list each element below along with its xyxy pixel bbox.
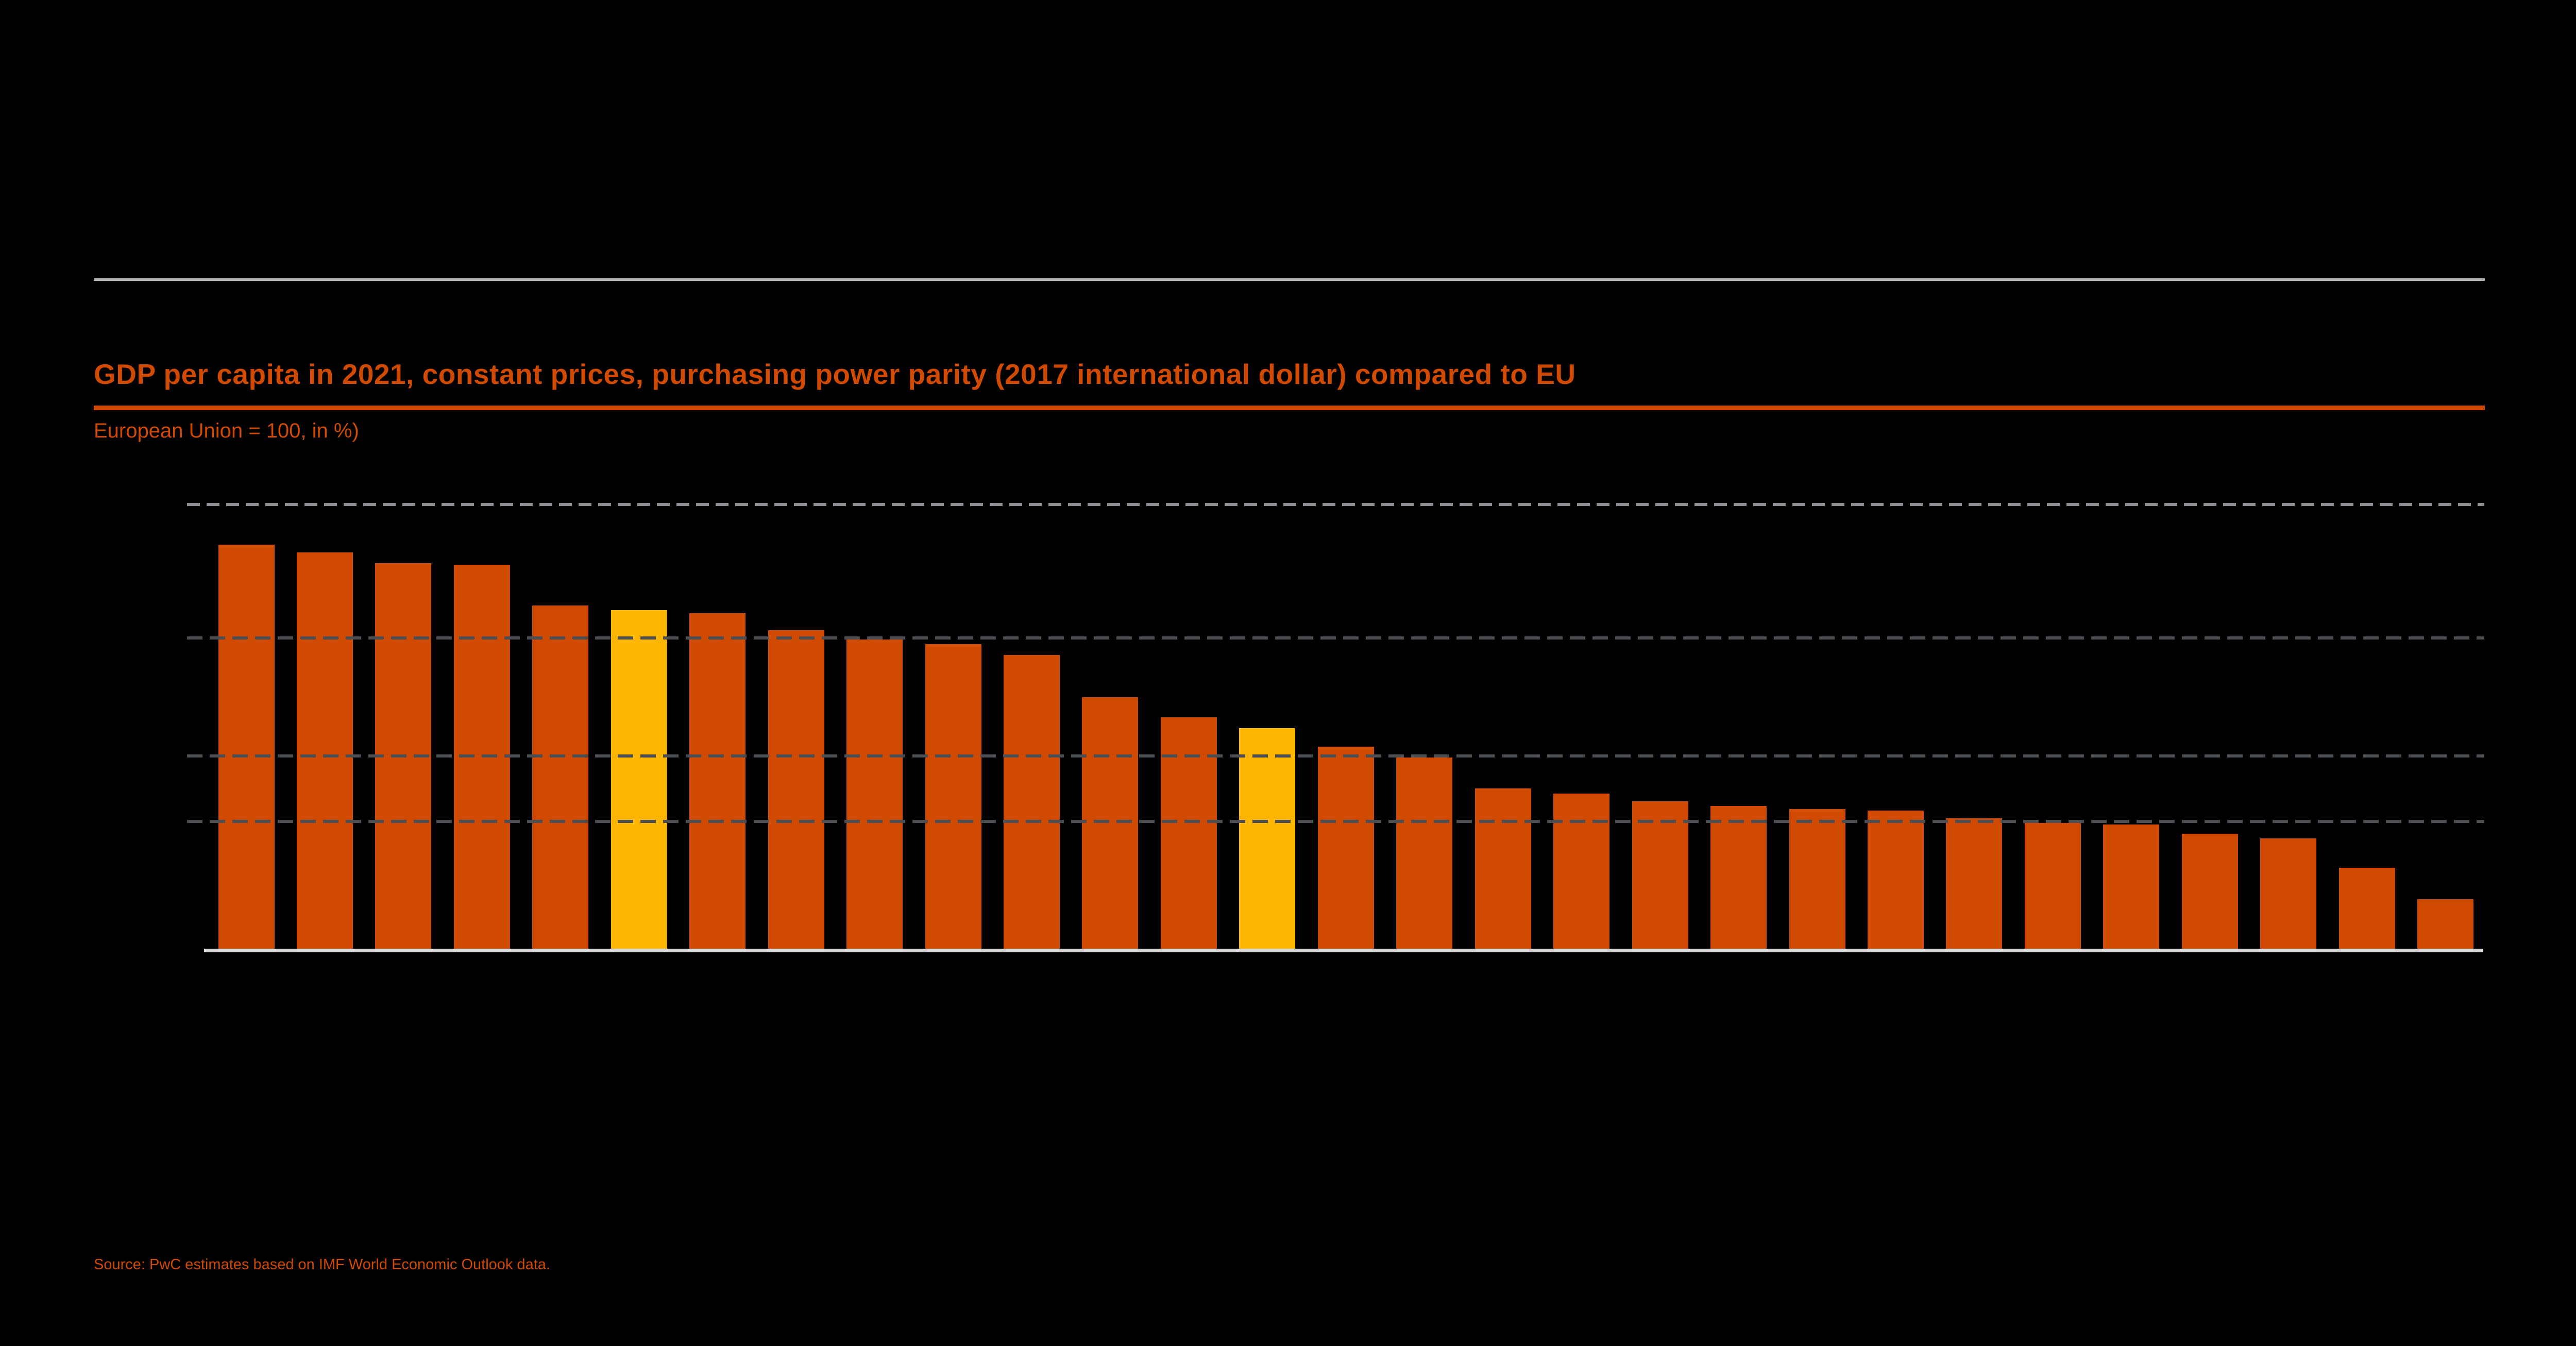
gridline-41 bbox=[187, 819, 2484, 823]
bar bbox=[1396, 758, 1453, 949]
bar bbox=[689, 613, 746, 949]
bar bbox=[925, 644, 981, 949]
bar bbox=[2024, 822, 2081, 949]
bar bbox=[1082, 697, 1139, 949]
bar-highlighted bbox=[1239, 728, 1296, 949]
bar bbox=[1004, 655, 1060, 949]
bar bbox=[1867, 810, 1924, 949]
bar bbox=[2417, 899, 2474, 949]
x-axis-baseline bbox=[204, 949, 2483, 952]
gridline-143 bbox=[187, 502, 2484, 506]
bar bbox=[1710, 805, 1767, 949]
bar bbox=[768, 630, 824, 949]
chart-subtitle: European Union = 100, in %) bbox=[94, 419, 359, 442]
bar bbox=[1317, 747, 1374, 949]
bar-highlighted bbox=[611, 610, 667, 949]
chart-title: GDP per capita in 2021, constant prices,… bbox=[94, 358, 1576, 390]
bar bbox=[1632, 801, 1688, 949]
bar bbox=[1160, 717, 1217, 949]
bar bbox=[2338, 868, 2395, 949]
bar bbox=[296, 552, 353, 949]
gridline-100 bbox=[187, 636, 2484, 640]
bar bbox=[1475, 788, 1531, 949]
top-divider-line bbox=[94, 278, 2485, 281]
bar bbox=[846, 640, 903, 949]
source-note: Source: PwC estimates based on IMF World… bbox=[94, 1256, 550, 1273]
bar bbox=[2181, 833, 2238, 949]
title-underline bbox=[94, 406, 2485, 410]
bar bbox=[1789, 809, 1845, 949]
gridline-62 bbox=[187, 754, 2484, 758]
bar bbox=[2260, 838, 2317, 949]
bar bbox=[532, 605, 589, 949]
bar bbox=[2103, 824, 2160, 949]
bar bbox=[1553, 793, 1610, 949]
bar bbox=[1946, 818, 2003, 949]
bar bbox=[218, 545, 275, 949]
